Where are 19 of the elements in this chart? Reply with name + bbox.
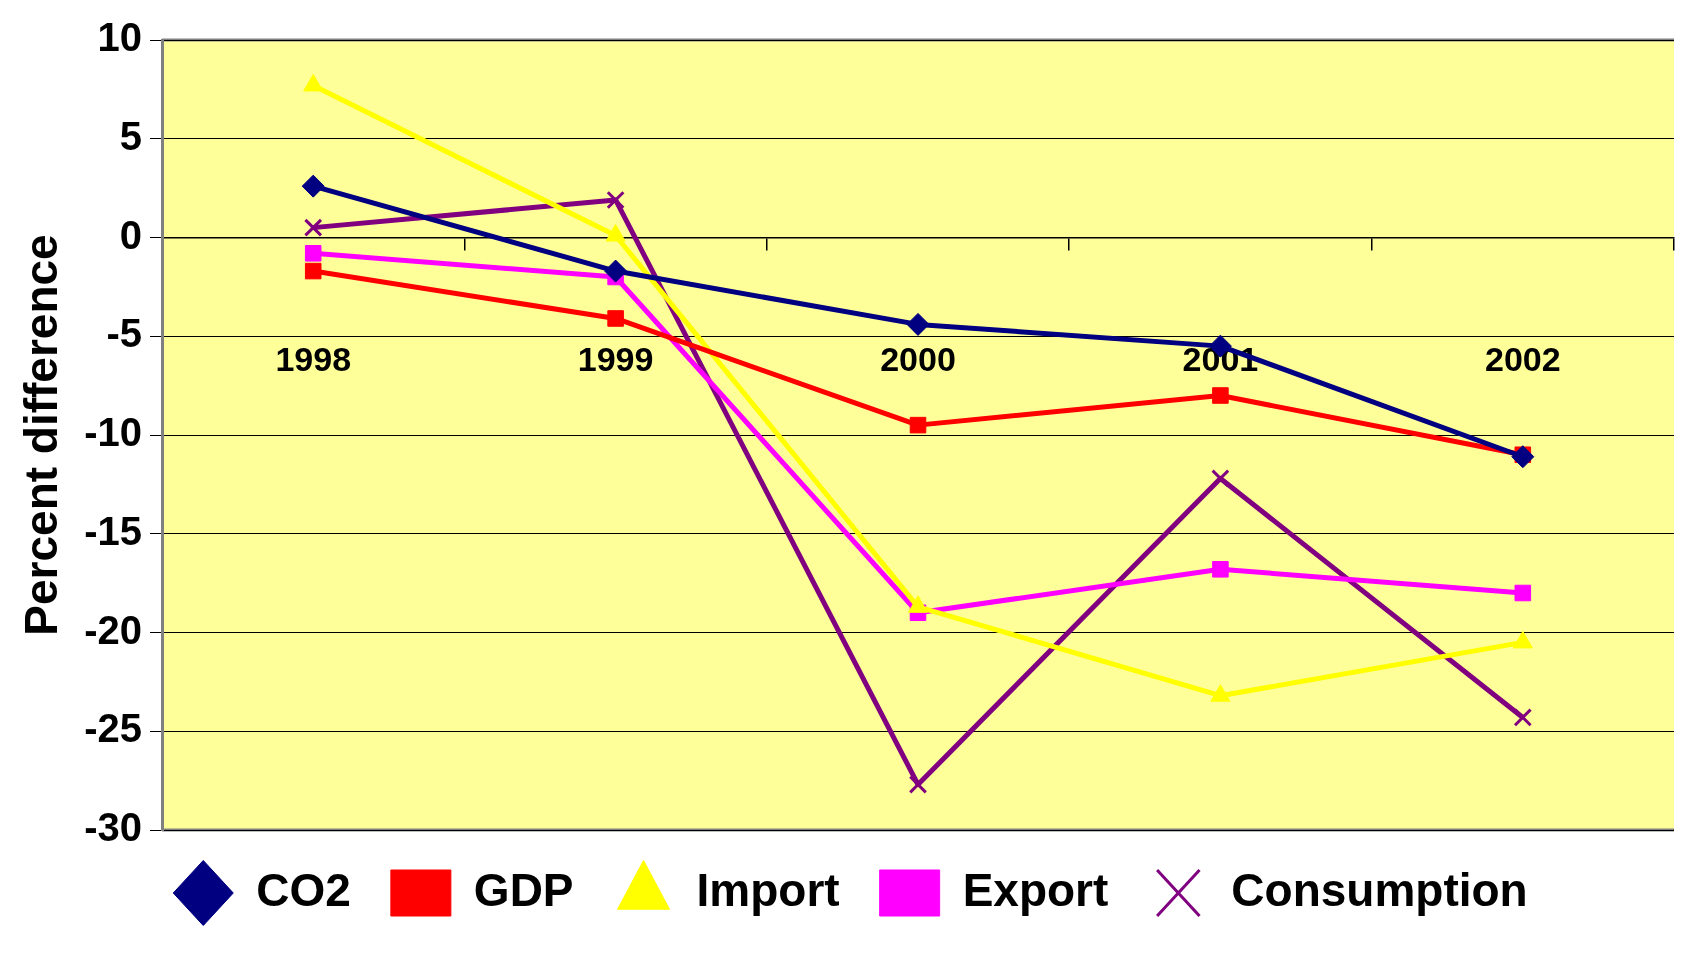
x-tick-label: 1999 — [577, 340, 654, 379]
y-tick-label: 10 — [97, 15, 143, 60]
y-tick-label: -25 — [84, 706, 143, 751]
x-tick-label: 2002 — [1484, 340, 1561, 379]
legend-label: Import — [696, 863, 840, 916]
y-tick-label: -10 — [84, 410, 143, 455]
y-tick-label: 0 — [119, 212, 143, 257]
y-tick-label: 5 — [119, 113, 143, 158]
y-tick-label: -5 — [106, 311, 143, 356]
y-tick-label: -30 — [84, 805, 143, 850]
y-tick-label: -20 — [84, 607, 143, 652]
legend-label: Export — [962, 863, 1109, 916]
y-axis-title: Percent difference — [15, 234, 68, 636]
x-tick-label: 2000 — [880, 340, 956, 379]
legend-label: Consumption — [1231, 863, 1528, 916]
x-tick-label: 1998 — [275, 340, 352, 379]
legend-label: CO2 — [256, 863, 351, 916]
legend-label: GDP — [473, 863, 574, 916]
y-tick-label: -15 — [84, 508, 143, 553]
